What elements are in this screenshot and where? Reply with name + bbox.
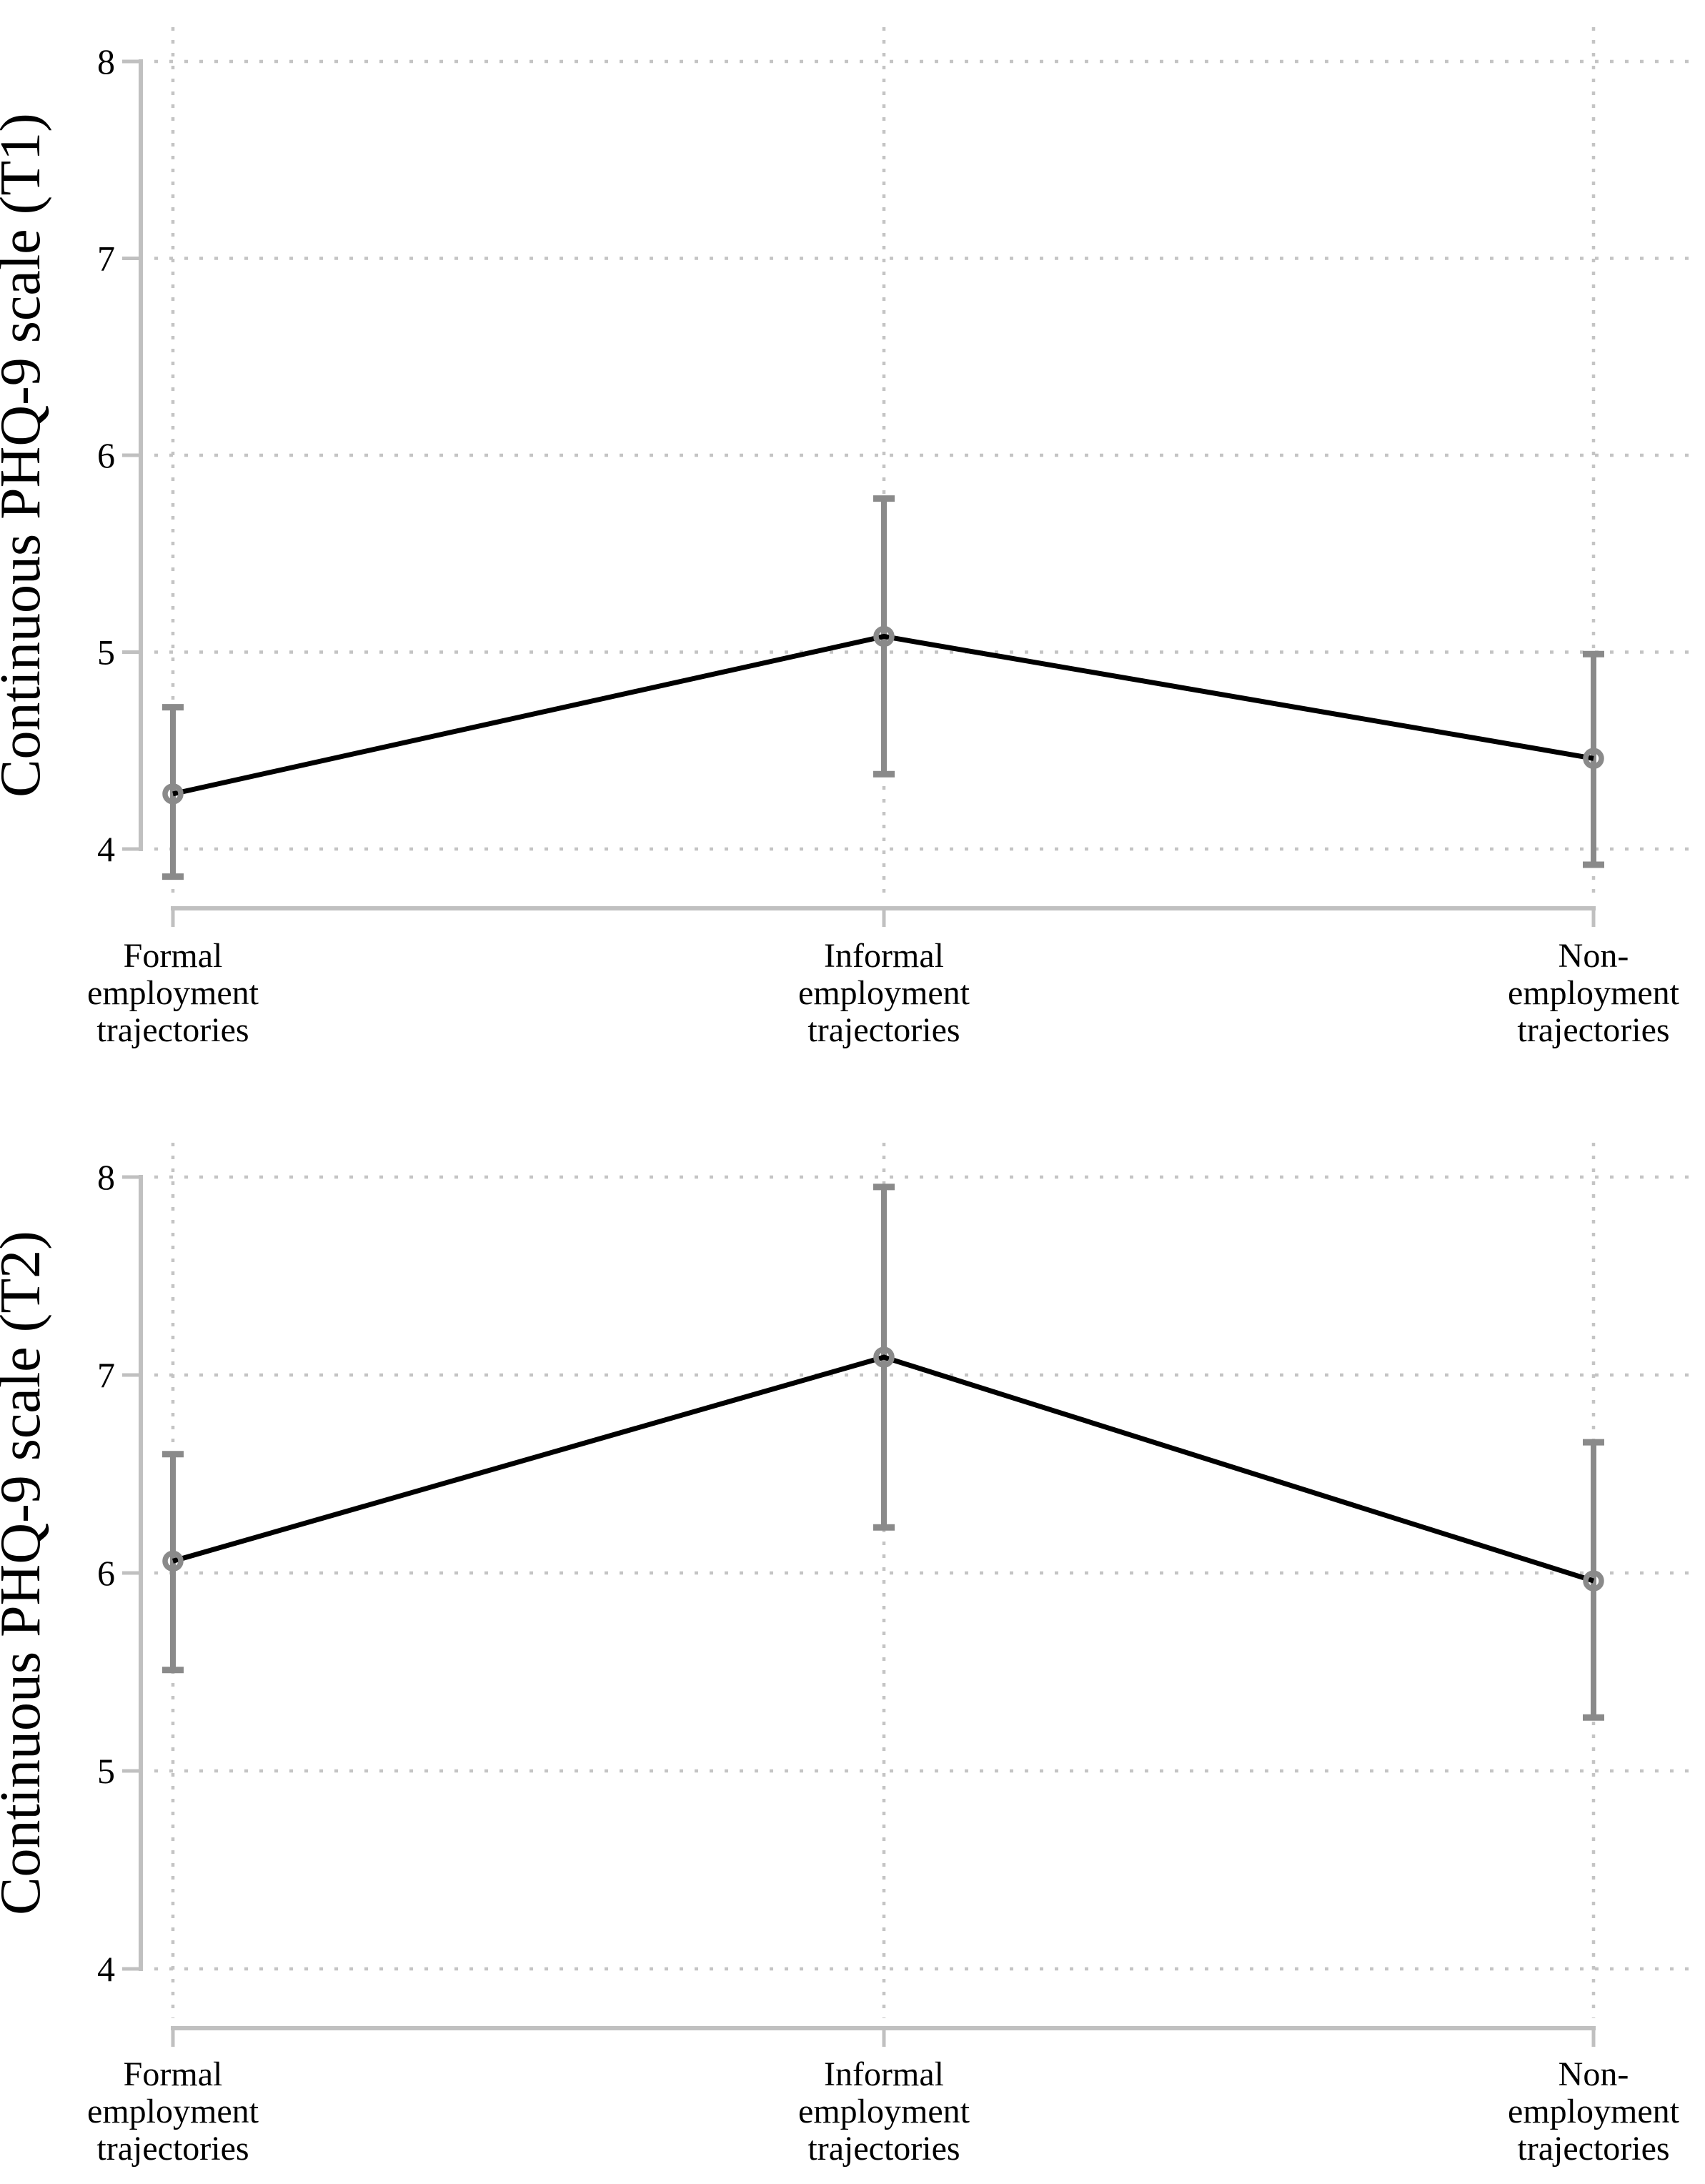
x-category-label-line: Formal [124, 937, 223, 975]
x-category-label-line: Non- [1559, 937, 1629, 975]
mean-point-marker [162, 783, 184, 805]
y-tick-label: 6 [97, 1553, 115, 1593]
mean-point-marker [1583, 748, 1604, 770]
x-category-label-line: employment [87, 2093, 259, 2130]
y-tick-label: 8 [97, 41, 115, 81]
panel-t2: 87654FormalemploymenttrajectoriesInforma… [0, 1143, 1695, 2168]
x-category-label-line: trajectories [807, 1011, 960, 1049]
y-tick-label: 4 [97, 1949, 115, 1989]
y-axis-title: Continuous PHQ-9 scale (T2) [0, 1231, 52, 1915]
x-category-label-line: Informal [824, 937, 944, 975]
y-axis-title: Continuous PHQ-9 scale (T1) [0, 113, 52, 798]
x-category-label-line: trajectories [1517, 1011, 1669, 1049]
panel-t1: 87654FormalemploymenttrajectoriesInforma… [0, 27, 1695, 1049]
x-category-label-line: employment [1508, 2093, 1680, 2130]
mean-point-marker [873, 1346, 895, 1368]
x-category-label-line: employment [798, 974, 970, 1012]
mean-point-marker [162, 1550, 184, 1572]
x-category-label-line: Formal [124, 2055, 223, 2093]
x-category-label-line: Informal [824, 2055, 944, 2093]
y-tick-label: 4 [97, 829, 115, 869]
mean-point-marker [1583, 1570, 1604, 1592]
x-category-label-line: trajectories [96, 2130, 249, 2168]
mean-trend-line [172, 633, 1594, 797]
y-tick-label: 7 [97, 1355, 115, 1395]
y-tick-label: 7 [97, 239, 115, 279]
y-tick-label: 6 [97, 435, 115, 475]
x-category-label-line: employment [798, 2093, 970, 2130]
mean-trend-line [172, 1354, 1595, 1584]
x-category-label-line: trajectories [96, 1011, 249, 1049]
x-category-label-line: employment [1508, 974, 1680, 1012]
x-category-label-line: Non- [1559, 2055, 1629, 2093]
x-category-label-line: trajectories [807, 2130, 960, 2168]
y-tick-label: 8 [97, 1157, 115, 1197]
y-tick-label: 5 [97, 632, 115, 672]
mean-point-marker [873, 625, 895, 647]
x-category-label-line: trajectories [1517, 2130, 1669, 2168]
x-category-label-line: employment [87, 974, 259, 1012]
y-tick-label: 5 [97, 1751, 115, 1791]
